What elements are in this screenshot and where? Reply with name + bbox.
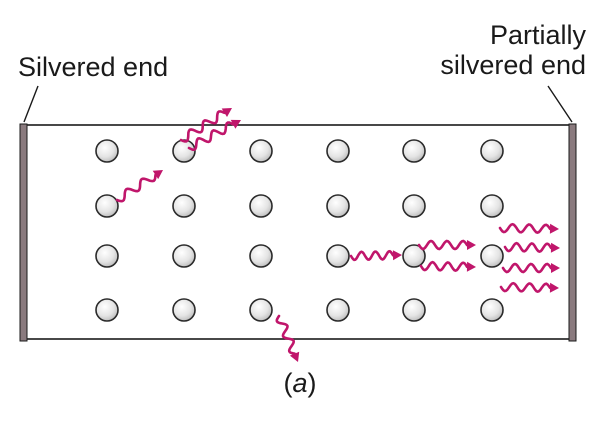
photon-wave (503, 241, 553, 253)
silvered-end-mirror (19, 123, 28, 342)
atom (480, 139, 504, 163)
right-mirror-leader-line (547, 85, 573, 123)
partially-silvered-end-mirror (568, 123, 577, 342)
atom (402, 244, 426, 268)
photon-wave (499, 281, 552, 293)
photon-wave (501, 262, 553, 274)
atom (326, 194, 350, 218)
photon-arrowhead (549, 223, 559, 234)
atom (95, 298, 119, 322)
photon-escaping-side (275, 314, 300, 362)
photon-wave (417, 239, 469, 251)
left-mirror-leader-line (23, 85, 39, 123)
atom-grid (95, 139, 504, 322)
atom (326, 139, 350, 163)
photon-stimulated-lower (187, 119, 241, 151)
photon-arrowhead (550, 242, 560, 253)
photon-group (115, 108, 560, 362)
photon-arrowhead (549, 282, 559, 293)
atom (249, 244, 273, 268)
photon-row3-c (419, 260, 476, 272)
photon-wave (349, 249, 395, 262)
atom (480, 194, 504, 218)
photon-arrowhead (551, 263, 560, 273)
photon-exit-4 (499, 281, 559, 293)
partially-silvered-label-line2: silvered end (440, 50, 586, 80)
photon-wave (498, 222, 552, 234)
photon-row3-b (417, 239, 476, 251)
photon-arrowhead (467, 240, 476, 250)
atom (95, 194, 119, 218)
atom (249, 139, 273, 163)
photon-arrowhead (152, 170, 163, 180)
photon-wave (179, 110, 226, 143)
atom (480, 244, 504, 268)
photon-arrowhead (221, 108, 232, 117)
photon-row3-a (349, 249, 402, 262)
partially-silvered-end-label: Partially silvered end (440, 20, 586, 80)
atom (172, 244, 196, 268)
caption-close-paren: ) (307, 368, 317, 398)
atom (172, 194, 196, 218)
atom (402, 298, 426, 322)
atom (326, 298, 350, 322)
atom (402, 194, 426, 218)
photon-arrowhead (230, 119, 241, 129)
photon-wave (275, 314, 296, 355)
photon-stimulated-upper (179, 108, 232, 143)
atom (480, 298, 504, 322)
atom (249, 298, 273, 322)
atom (95, 244, 119, 268)
photon-exit-3 (501, 262, 560, 274)
photon-exit-1 (498, 222, 559, 234)
photon-arrowhead (392, 250, 402, 261)
silvered-end-label: Silvered end (18, 52, 169, 82)
photon-spontaneous (115, 170, 163, 203)
caption-letter: a (292, 368, 308, 398)
atom (95, 139, 119, 163)
photon-arrowhead (289, 351, 300, 362)
caption-open-paren: ( (283, 368, 293, 398)
atom (402, 139, 426, 163)
photon-arrowhead (466, 261, 476, 272)
photon-wave (115, 173, 157, 203)
atom (172, 139, 196, 163)
photon-wave (419, 260, 469, 272)
partially-silvered-label-line1: Partially (489, 20, 586, 50)
photon-wave (187, 121, 235, 151)
atom (326, 244, 350, 268)
figure-caption: (a) (0, 368, 600, 399)
photon-exit-2 (503, 241, 560, 253)
atom (249, 194, 273, 218)
atom (172, 298, 196, 322)
